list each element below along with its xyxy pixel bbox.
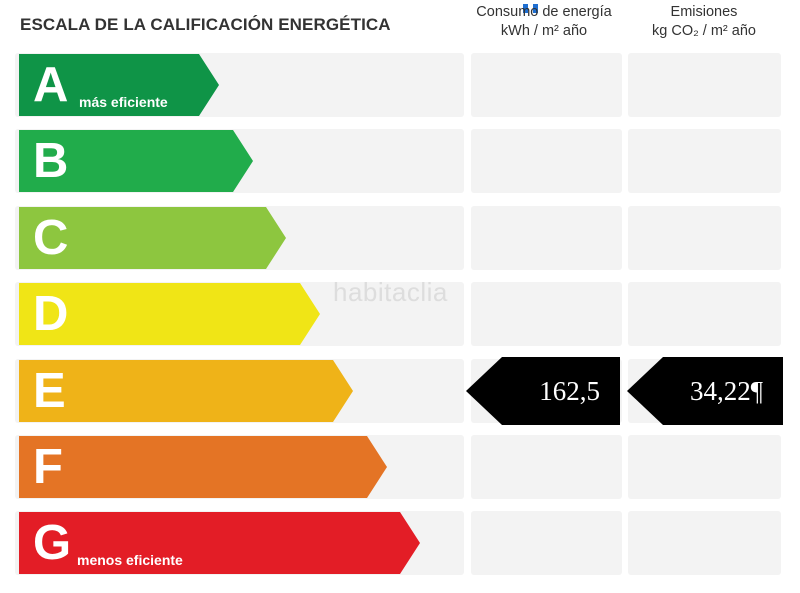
rating-letter: G <box>33 516 72 570</box>
page-title: ESCALA DE LA CALIFICACIÓN ENERGÉTICA <box>20 15 391 34</box>
energy-cell-b <box>471 129 622 193</box>
rating-bar-d: D <box>19 283 320 345</box>
rating-note: menos eficiente <box>77 552 183 568</box>
emissions-value: 34,22¶ <box>690 376 763 406</box>
emissions-value-indicator: 34,22¶ <box>627 357 783 425</box>
emissions-column-header: Emisiones kg CO₂ / m² año <box>628 3 780 41</box>
value-arrow-shape <box>627 357 783 425</box>
rating-letter: E <box>33 364 66 418</box>
energy-cell-c <box>471 206 622 270</box>
energy-header-line1: Consumo de energía <box>476 4 612 20</box>
energy-column-header: Consumo de energía kWh / m² año <box>463 3 625 41</box>
rating-bar-f: F <box>19 436 387 498</box>
rating-bar-c: C <box>19 207 286 269</box>
emissions-header-line1: Emisiones <box>670 4 738 20</box>
rating-arrow-shape <box>19 283 320 345</box>
emissions-cell-f <box>628 435 781 499</box>
emissions-header-unit: kg CO₂ / m² año <box>652 23 756 39</box>
energy-cell-g <box>471 511 622 575</box>
rating-bar-b: B <box>19 130 253 192</box>
rating-arrow-shape <box>19 130 253 192</box>
rating-letter: A <box>33 58 69 112</box>
rating-bar-e: E <box>19 360 353 422</box>
rating-arrow-shape <box>19 360 353 422</box>
rating-letter: C <box>33 211 69 265</box>
value-arrow-shape <box>466 357 620 425</box>
energy-value-indicator: 162,5 <box>466 357 620 425</box>
rating-arrow-shape <box>19 436 387 498</box>
emissions-cell-c <box>628 206 781 270</box>
emissions-cell-d <box>628 282 781 346</box>
emissions-cell-g <box>628 511 781 575</box>
energy-header-unit: kWh / m² año <box>500 23 588 39</box>
rating-note: más eficiente <box>79 94 168 110</box>
emissions-cell-b <box>628 129 781 193</box>
energy-cell-a <box>471 53 622 117</box>
rating-letter: F <box>33 440 63 494</box>
rating-arrow-shape <box>19 54 219 116</box>
watermark: habitaclia <box>333 277 448 307</box>
rating-arrow-shape <box>19 512 420 574</box>
energy-cell-d <box>471 282 622 346</box>
rating-arrow-shape <box>19 207 286 269</box>
emissions-cell-a <box>628 53 781 117</box>
rating-letter: B <box>33 134 69 188</box>
energy-cell-f <box>471 435 622 499</box>
energy-value: 162,5 <box>539 376 600 406</box>
rating-letter: D <box>33 287 69 341</box>
header-marker-icon <box>523 0 547 13</box>
